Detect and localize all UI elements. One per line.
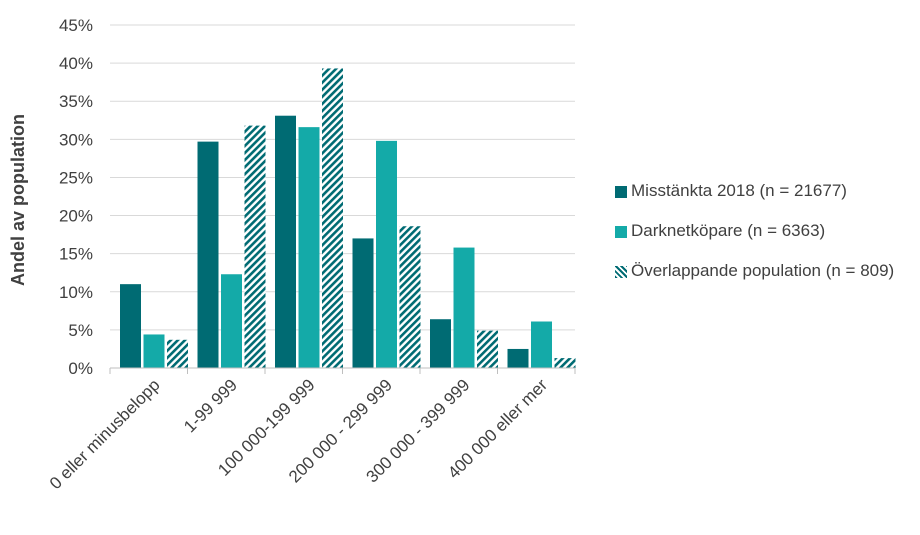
bar-series-1-cat-3 [376,140,397,368]
bar-series-1-cat-5 [531,321,552,368]
bar-series-2-cat-5 [554,358,576,368]
x-tick-label: 0 eller minusbelopp [46,375,164,493]
legend-swatch [615,186,627,198]
bar-series-0-cat-5 [507,348,529,368]
y-tick-label: 30% [59,130,93,149]
bar-series-0-cat-4 [430,319,451,368]
legend-label: Överlappande population (n = 809) [631,261,895,280]
bar-series-0-cat-3 [352,238,374,368]
bar-series-2-cat-2 [322,68,343,369]
bar-series-0-cat-1 [197,141,219,368]
y-axis-label: Andel av population [8,114,28,286]
y-tick-label: 40% [59,54,93,73]
legend-item: Misstänkta 2018 (n = 21677) [615,180,915,202]
y-tick-label: 5% [68,321,93,340]
y-tick-label: 45% [59,16,93,35]
bar-series-2-cat-1 [244,125,266,368]
y-tick-label: 15% [59,245,93,264]
y-tick-label: 25% [59,168,93,187]
bar-series-0-cat-2 [275,115,296,369]
bar-series-1-cat-2 [298,127,320,368]
bar-series-1-cat-4 [453,247,475,368]
y-tick-label: 35% [59,92,93,111]
legend-swatch [615,226,627,238]
bars [120,68,576,369]
x-axis [109,367,576,374]
bar-series-1-cat-0 [143,334,165,368]
bar-series-0-cat-0 [120,284,141,368]
legend: Misstänkta 2018 (n = 21677) Darknetköpare… [615,180,915,300]
legend-item: Överlappande population (n = 809) [615,260,915,282]
y-tick-label: 20% [59,207,93,226]
bar-series-1-cat-1 [221,274,242,368]
y-tick-label: 0% [68,359,93,378]
bar-series-2-cat-3 [399,226,421,368]
legend-item: Darknetköpare (n = 6363) [615,220,915,242]
y-tick-label: 10% [59,283,93,302]
legend-label: Misstänkta 2018 (n = 21677) [631,181,847,200]
y-tick-labels: 0% 5% 10% 15% 20% 25% 30% 35% 40% 45% [59,16,93,378]
legend-label: Darknetköpare (n = 6363) [631,221,826,240]
bar-series-2-cat-4 [477,330,498,368]
bar-series-2-cat-0 [167,339,188,368]
legend-swatch [615,266,627,278]
x-tick-label: 1-99 999 [180,375,241,436]
